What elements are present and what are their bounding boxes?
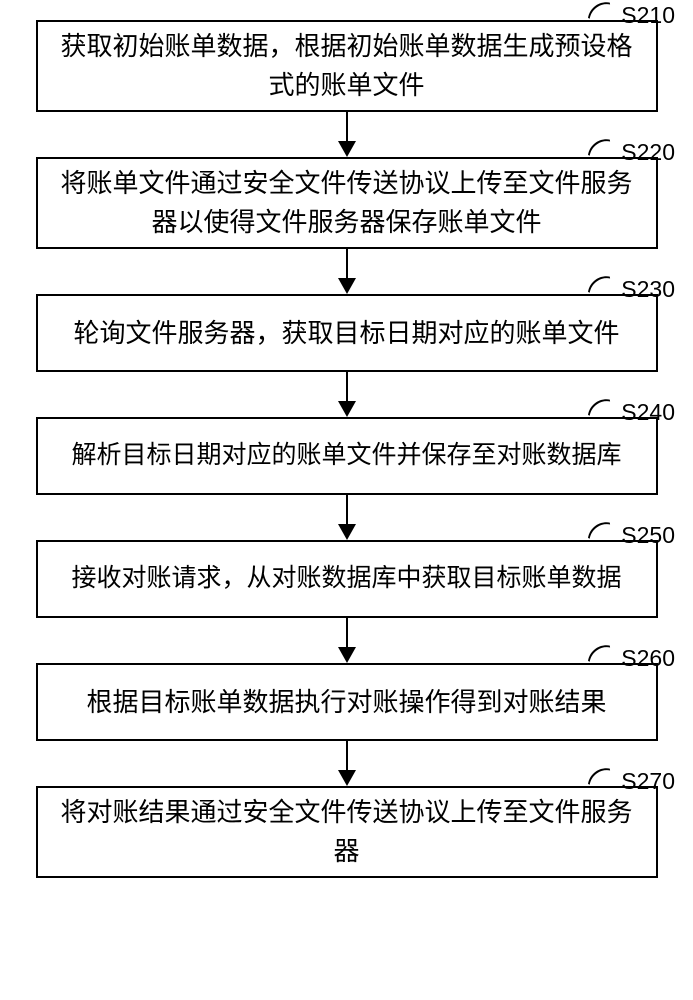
- step-wrapper-s240: 解析目标日期对应的账单文件并保存至对账数据库 ⌒ S240: [0, 417, 693, 495]
- step-text-s210-line1: 获取初始账单数据，根据初始账单数据生成预设格: [60, 27, 632, 66]
- step-box-s260: 根据目标账单数据执行对账操作得到对账结果: [36, 663, 658, 741]
- step-text-s270-line1: 将对账结果通过安全文件传送协议上传至文件服务: [60, 793, 632, 832]
- arrow-2: [338, 249, 356, 294]
- step-wrapper-s260: 根据目标账单数据执行对账操作得到对账结果 ⌒ S260: [0, 663, 693, 741]
- arrow-5: [338, 618, 356, 663]
- step-text-s260-line1: 根据目标账单数据执行对账操作得到对账结果: [86, 683, 606, 722]
- step-box-s240: 解析目标日期对应的账单文件并保存至对账数据库: [36, 417, 658, 495]
- step-wrapper-s250: 接收对账请求，从对账数据库中获取目标账单数据 ⌒ S250: [0, 540, 693, 618]
- step-box-s270: 将对账结果通过安全文件传送协议上传至文件服务 器: [36, 786, 658, 878]
- step-text-s220-line1: 将账单文件通过安全文件传送协议上传至文件服务: [60, 164, 632, 203]
- flowchart-container: 获取初始账单数据，根据初始账单数据生成预设格 式的账单文件 ⌒ S210 将账单…: [0, 20, 693, 878]
- arrow-3: [338, 372, 356, 417]
- step-text-s270-line2: 器: [333, 832, 359, 871]
- step-box-s250: 接收对账请求，从对账数据库中获取目标账单数据: [36, 540, 658, 618]
- step-box-s230: 轮询文件服务器，获取目标日期对应的账单文件: [36, 294, 658, 372]
- arrow-4: [338, 495, 356, 540]
- step-wrapper-s220: 将账单文件通过安全文件传送协议上传至文件服务 器以使得文件服务器保存账单文件 ⌒…: [0, 157, 693, 249]
- step-text-s220-line2: 器以使得文件服务器保存账单文件: [151, 203, 541, 242]
- step-label-s240: S240: [621, 399, 675, 426]
- step-wrapper-s230: 轮询文件服务器，获取目标日期对应的账单文件 ⌒ S230: [0, 294, 693, 372]
- arrow-1: [338, 112, 356, 157]
- arrow-6: [338, 741, 356, 786]
- step-text-s210-line2: 式的账单文件: [268, 66, 424, 105]
- step-text-s230-line1: 轮询文件服务器，获取目标日期对应的账单文件: [73, 314, 619, 353]
- step-label-s250: S250: [621, 522, 675, 549]
- step-label-s220: S220: [621, 139, 675, 166]
- step-label-s270: S270: [621, 768, 675, 795]
- step-wrapper-s210: 获取初始账单数据，根据初始账单数据生成预设格 式的账单文件 ⌒ S210: [0, 20, 693, 112]
- step-text-s240-line1: 解析目标日期对应的账单文件并保存至对账数据库: [71, 437, 621, 475]
- step-label-s230: S230: [621, 276, 675, 303]
- step-wrapper-s270: 将对账结果通过安全文件传送协议上传至文件服务 器 ⌒ S270: [0, 786, 693, 878]
- step-text-s250-line1: 接收对账请求，从对账数据库中获取目标账单数据: [71, 560, 621, 598]
- step-label-s260: S260: [621, 645, 675, 672]
- step-box-s220: 将账单文件通过安全文件传送协议上传至文件服务 器以使得文件服务器保存账单文件: [36, 157, 658, 249]
- step-box-s210: 获取初始账单数据，根据初始账单数据生成预设格 式的账单文件: [36, 20, 658, 112]
- step-label-s210: S210: [621, 2, 675, 29]
